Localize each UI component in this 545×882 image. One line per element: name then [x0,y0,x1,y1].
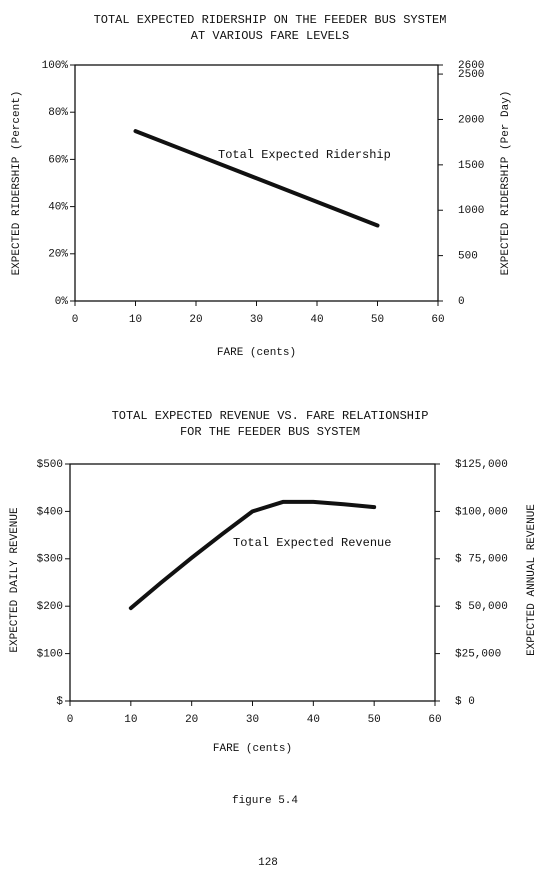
series-annotation: Total Expected Revenue [233,536,391,550]
x-tick-label: 0 [72,314,79,326]
plot-frame [74,64,439,302]
y-tick-label: 0% [55,296,69,308]
y-axis-label: EXPECTED DAILY REVENUE [9,507,21,653]
y2-tick-label: 0 [458,296,465,308]
y2-tick-label: 500 [458,251,478,263]
data-line [133,129,380,228]
y2-tick-label: 1500 [458,160,484,172]
y2-axis-label: EXPECTED RIDERSHIP (Per Day) [500,91,512,276]
data-line [128,499,377,611]
y-tick-label: 40% [48,202,68,214]
x-tick-label: 10 [129,314,142,326]
x-tick-label: 10 [124,714,137,726]
y2-tick-label: 2600 [458,60,484,72]
figure-caption: figure 5.4 [232,795,298,807]
y-tick-label: $ [56,696,63,708]
y2-tick-label: $100,000 [455,506,508,518]
y-tick-label: $400 [37,506,63,518]
y2-tick-label: $ 0 [455,696,475,708]
y2-tick-label: $25,000 [455,649,501,661]
x-tick-label: 20 [189,314,202,326]
x-tick-label: 60 [431,314,444,326]
y2-tick-label: 2000 [458,114,484,126]
y-tick-label: $100 [37,649,63,661]
x-tick-label: 40 [307,714,320,726]
plot-frame [69,463,436,702]
x-tick-label: 60 [428,714,441,726]
chart-title: AT VARIOUS FARE LEVELS [191,29,349,43]
y2-axis-label: EXPECTED ANNUAL REVENUE [526,504,538,656]
y-tick-label: $500 [37,459,63,471]
series-annotation: Total Expected Ridership [218,148,391,162]
y2-tick-label: $ 50,000 [455,601,508,613]
y-tick-label: $300 [37,554,63,566]
y-tick-label: 60% [48,154,68,166]
x-tick-label: 50 [371,314,384,326]
y2-tick-label: 2500 [458,69,484,81]
x-tick-label: 50 [368,714,381,726]
page-number: 128 [258,857,278,869]
chart-title: TOTAL EXPECTED REVENUE VS. FARE RELATION… [112,409,429,423]
y2-tick-label: $125,000 [455,459,508,471]
chart-title: FOR THE FEEDER BUS SYSTEM [180,425,360,439]
x-tick-label: 20 [185,714,198,726]
y2-tick-label: 1000 [458,205,484,217]
y-tick-label: 80% [48,107,68,119]
y-axis-label: EXPECTED RIDERSHIP (Percent) [11,91,23,276]
x-tick-label: 30 [246,714,259,726]
x-tick-label: 0 [67,714,74,726]
x-tick-label: 30 [250,314,263,326]
chart-title: TOTAL EXPECTED RIDERSHIP ON THE FEEDER B… [94,13,447,27]
x-tick-label: 40 [310,314,323,326]
y2-tick-label: $ 75,000 [455,554,508,566]
y-tick-label: 100% [42,60,69,72]
y-tick-label: 20% [48,249,68,261]
x-axis-label: FARE (cents) [217,347,296,359]
y-tick-label: $200 [37,601,63,613]
x-axis-label: FARE (cents) [213,743,292,755]
